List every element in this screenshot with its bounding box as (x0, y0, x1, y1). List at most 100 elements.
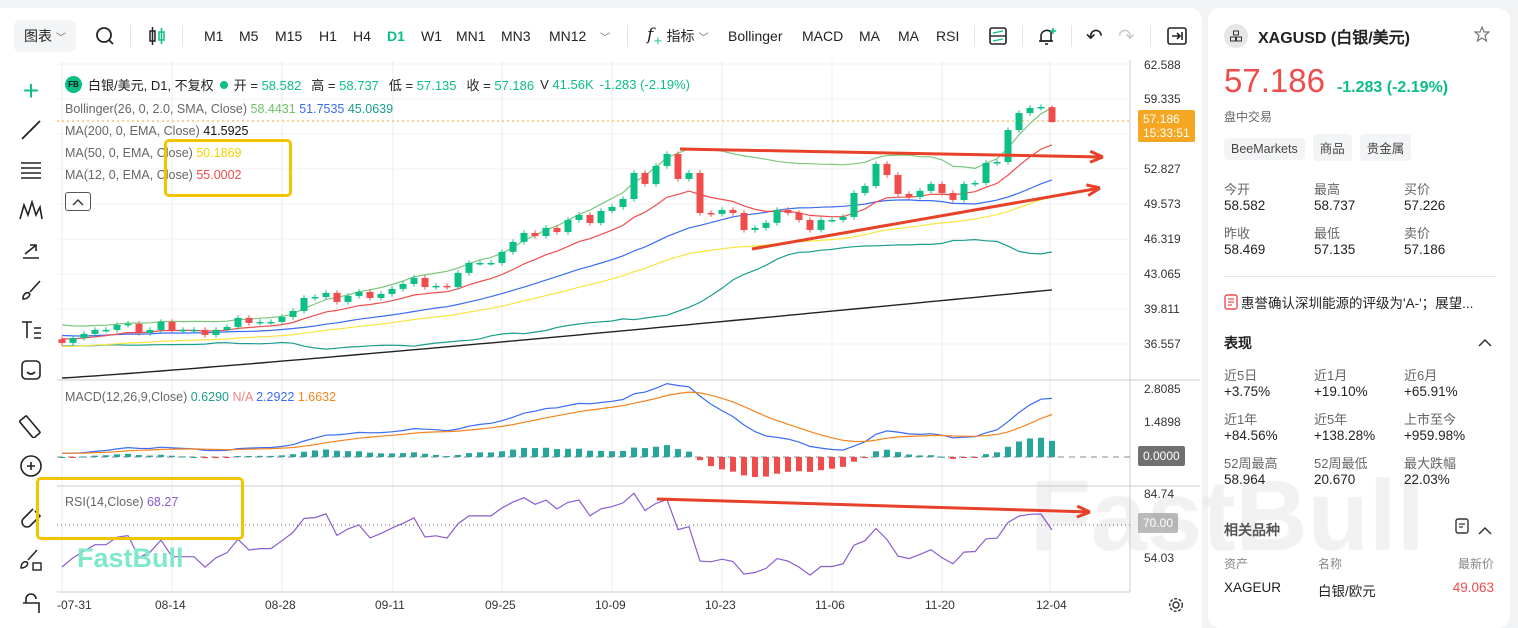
indicator-shortcut-macd[interactable]: MACD (802, 28, 844, 44)
timeframe-m5[interactable]: M5 (239, 28, 259, 44)
highlight-box-ma-values (164, 139, 292, 197)
collapse-performance-button[interactable] (1478, 334, 1492, 352)
candle (366, 289, 374, 301)
timeframe-d1[interactable]: D1 (387, 28, 405, 44)
candle (476, 260, 484, 266)
undo-button[interactable]: ↶ (1086, 16, 1103, 56)
tag-chip[interactable]: BeeMarkets (1224, 138, 1305, 160)
bollinger-legend[interactable]: Bollinger(26, 0, 2.0, SMA, Close) 58.443… (65, 102, 394, 116)
indicator-shortcut-bollinger[interactable]: Bollinger (728, 28, 783, 44)
quote-item: 昨收 58.469 (1224, 226, 1266, 257)
line-tool[interactable] (18, 117, 44, 143)
favorite-button[interactable] (1473, 25, 1491, 47)
layout-button[interactable] (988, 16, 1008, 56)
indicator-shortcut-rsi[interactable]: RSI (936, 28, 960, 44)
candle (531, 230, 539, 239)
news-headline: 惠誉确认深圳能源的评级为'A-'；展望... (1241, 296, 1474, 311)
candle (729, 207, 737, 216)
macd-histogram-bar (543, 447, 549, 457)
timeframe-w1[interactable]: W1 (421, 28, 442, 44)
indicator-shortcut-ma[interactable]: MA (898, 28, 919, 44)
collapse-panel-button[interactable] (1166, 16, 1188, 56)
macd-histogram-bar (180, 456, 186, 458)
more-timeframes-button[interactable]: ﹀ (600, 16, 610, 56)
candle (355, 289, 363, 299)
ma50-line (61, 196, 1053, 348)
candle (740, 210, 748, 233)
candle-body (564, 219, 572, 233)
macd-histogram-bar (455, 454, 461, 457)
candle (234, 315, 242, 330)
chevron-down-icon: ﹀ (56, 32, 66, 44)
unlock-tool[interactable] (18, 590, 44, 616)
candle-body (289, 310, 297, 317)
related-row[interactable]: XAGEUR 白银/欧元 49.063 (1224, 580, 1494, 599)
tag-chip[interactable]: 商品 (1312, 134, 1352, 161)
candle-body (630, 172, 638, 199)
search-button[interactable] (95, 16, 115, 56)
change-value: -1.283 (-2.19%) (599, 77, 690, 92)
ohlc-item: 开 = 58.582 (233, 78, 302, 93)
collapse-legend-button[interactable] (65, 192, 91, 211)
rsi-axis-label: 54.03 (1144, 551, 1175, 565)
timeframe-mn3[interactable]: MN3 (501, 28, 531, 44)
timeframe-mn12[interactable]: MN12 (549, 28, 587, 44)
alert-button[interactable] (1036, 16, 1058, 56)
quote-item: 最高 58.737 (1314, 182, 1356, 213)
brush-tool[interactable] (18, 277, 44, 303)
chart-menu-label: 图表 (24, 28, 52, 44)
fib-tool[interactable] (18, 157, 44, 183)
indicators-button[interactable]: f+ 指标 ﹀ (647, 16, 709, 56)
crosshair-icon: + (22, 75, 40, 106)
chart-menu-button[interactable]: 图表 ﹀ (14, 20, 76, 52)
timeframe-m15[interactable]: M15 (275, 28, 303, 44)
macd-histogram-bar (268, 455, 274, 457)
candle (410, 275, 418, 287)
redo-button[interactable]: ↷ (1118, 16, 1135, 56)
chart-type-button[interactable] (147, 16, 167, 56)
last-price-tag: 57.186 15:33:51 (1138, 110, 1195, 142)
current-price: 57.186 (1224, 62, 1325, 99)
chart-settings-button[interactable] (1168, 597, 1184, 618)
candle (113, 322, 121, 333)
trendline-icon (21, 120, 41, 140)
candle-body (817, 219, 825, 230)
tag-chip[interactable]: 贵金属 (1359, 134, 1412, 161)
document-icon (1455, 518, 1469, 534)
timeframe-h1[interactable]: H1 (319, 28, 337, 44)
candle-body (432, 285, 440, 288)
projection-tool[interactable] (18, 237, 44, 263)
ma200-legend[interactable]: MA(200, 0, EMA, Close) 41.5925 (65, 124, 249, 138)
related-list-button[interactable] (1455, 518, 1469, 539)
candle (630, 170, 638, 202)
ma12-legend[interactable]: MA(12, 0, EMA, Close) 55.0002 (65, 168, 242, 182)
brush-icon (22, 280, 41, 300)
rsi-legend[interactable]: RSI(14,Close) 68.27 (65, 495, 179, 509)
indicator-shortcut-ma[interactable]: MA (859, 28, 880, 44)
candle-body (707, 212, 715, 215)
zoom-in-tool[interactable] (18, 453, 44, 479)
candle (146, 327, 154, 336)
emoji-tool[interactable] (18, 357, 44, 383)
candle (718, 207, 726, 217)
timeframe-h4[interactable]: H4 (353, 28, 371, 44)
candle (520, 230, 528, 245)
ma50-legend[interactable]: MA(50, 0, EMA, Close) 50.1869 (65, 146, 242, 160)
text-tool[interactable] (18, 317, 44, 343)
timeframe-m1[interactable]: M1 (204, 28, 224, 44)
chevron-down-icon: ﹀ (600, 32, 610, 44)
candle-body (586, 215, 594, 223)
measure-tool[interactable] (18, 413, 44, 439)
ma200-line (61, 289, 1053, 379)
macd-legend[interactable]: MACD(12,26,9,Close) 0.6290 N/A 2.2922 1.… (65, 390, 337, 404)
magnet-tool[interactable] (18, 507, 44, 533)
timeframe-mn1[interactable]: MN1 (456, 28, 486, 44)
lock-drawings-tool[interactable] (18, 547, 44, 573)
macd-histogram-bar (708, 457, 714, 467)
collapse-related-button[interactable] (1478, 522, 1492, 540)
pattern-tool[interactable] (18, 197, 44, 223)
crosshair-tool[interactable]: + (18, 75, 44, 106)
news-item[interactable]: 惠誉确认深圳能源的评级为'A-'；展望... (1224, 292, 1473, 312)
candle-body (113, 324, 121, 330)
